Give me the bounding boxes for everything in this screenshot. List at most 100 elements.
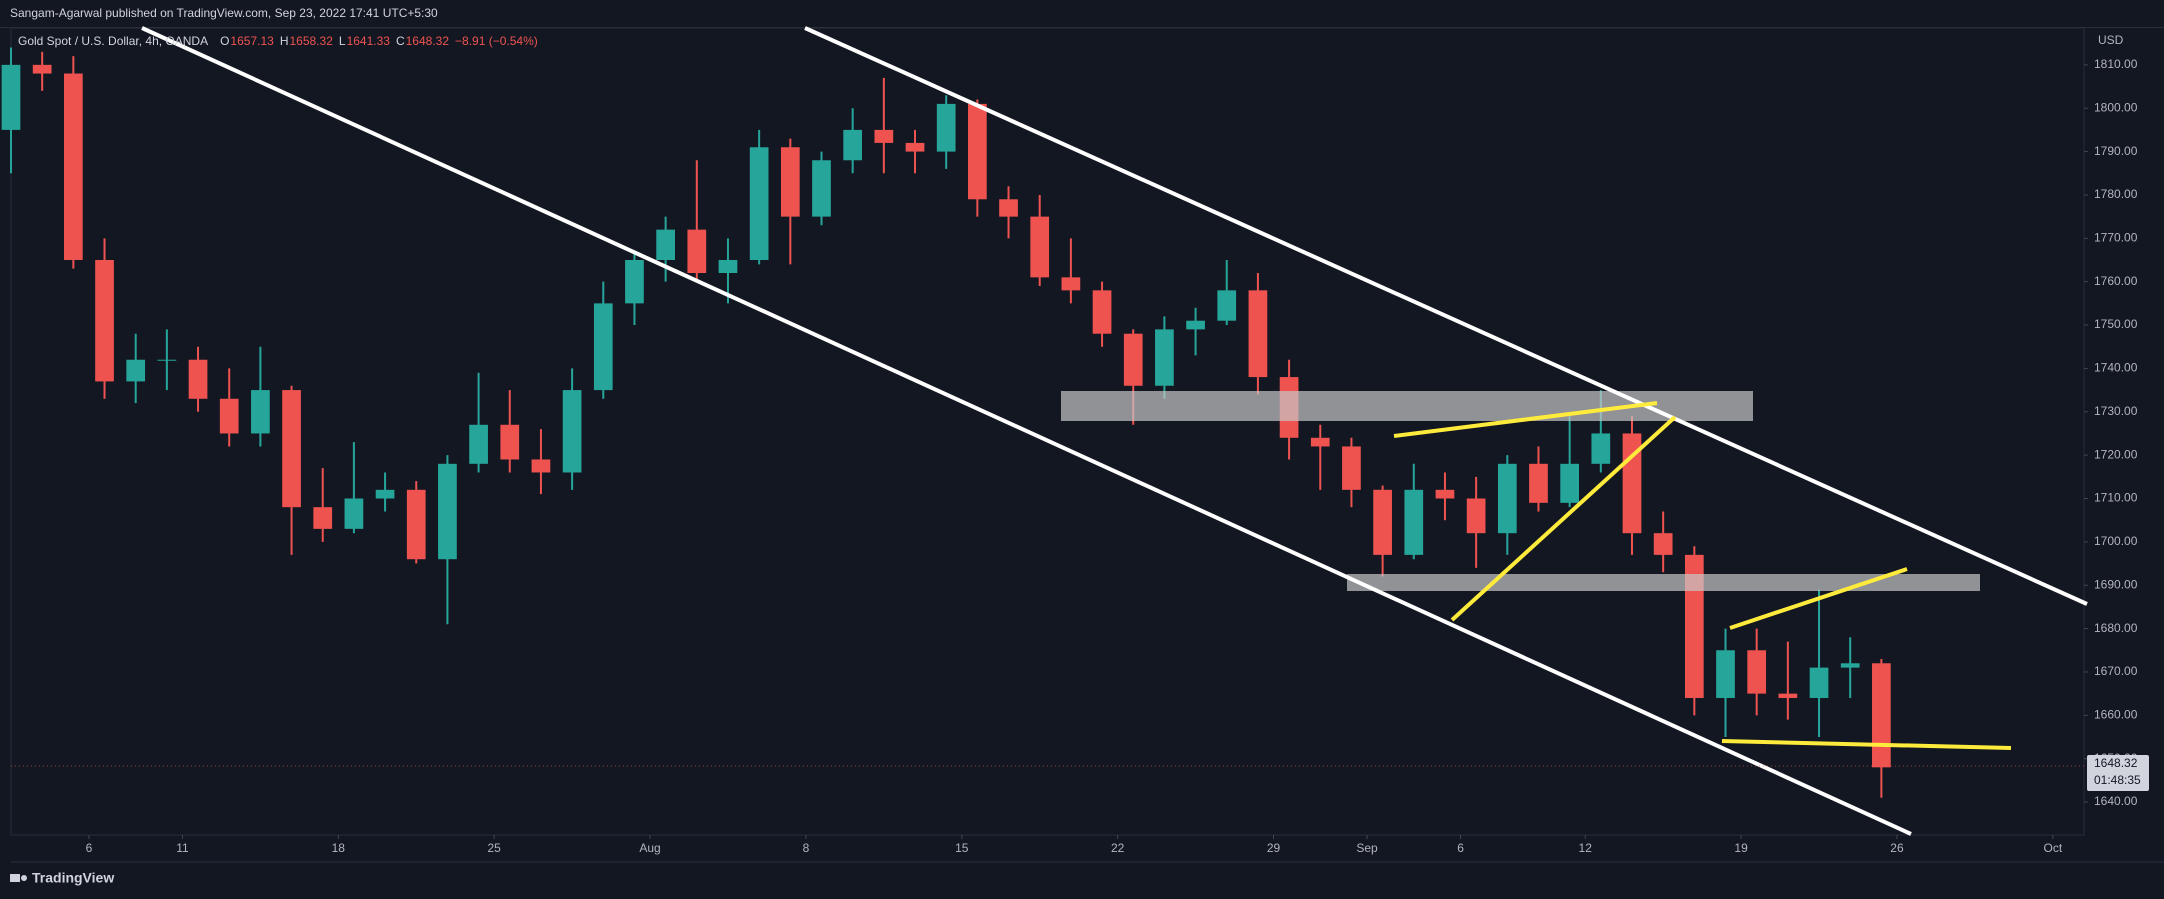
candle-body: [469, 424, 488, 464]
candle-body: [375, 489, 395, 499]
candle-body: [1497, 463, 1517, 534]
candle-body: [749, 147, 769, 260]
x-tick-label: 26: [1890, 841, 1904, 855]
candle-body: [1560, 463, 1579, 503]
candle-body: [1840, 663, 1860, 668]
legend-key: H: [280, 34, 289, 48]
candle-body: [1466, 498, 1486, 534]
y-tick-label: 1810.00: [2094, 57, 2138, 71]
price-tag-value: 1648.32: [2094, 756, 2138, 770]
x-tick-label: 15: [955, 841, 969, 855]
x-tick-label: Oct: [2043, 841, 2062, 855]
candle-body: [968, 103, 987, 200]
candle-body: [63, 73, 83, 260]
y-tick-label: 1750.00: [2094, 317, 2138, 331]
x-tick-label: 25: [488, 841, 502, 855]
legend-key: O: [220, 34, 229, 48]
candle-body: [344, 498, 364, 529]
candle-body: [1404, 489, 1424, 555]
legend-value: 1658.32: [289, 34, 333, 48]
y-tick-label: 1730.00: [2094, 404, 2138, 418]
candle-body: [1373, 489, 1392, 555]
candle-body: [219, 398, 239, 434]
candle-body: [812, 160, 831, 217]
candle-body: [500, 424, 520, 460]
candle-body: [625, 259, 644, 304]
candle-body: [1092, 290, 1112, 334]
legend-key: L: [339, 34, 346, 48]
channel-line: [804, 26, 2088, 606]
candle-body: [656, 229, 675, 260]
candle-body: [874, 129, 894, 143]
legend-title: Gold Spot / U.S. Dollar, 4h, OANDA: [18, 34, 208, 48]
plot-area: [10, 27, 2085, 836]
trend-line: [1729, 567, 1908, 630]
candle-body: [1061, 277, 1081, 291]
x-tick-label: 29: [1267, 841, 1281, 855]
y-tick-label: 1720.00: [2094, 447, 2138, 461]
candle-body: [593, 303, 613, 391]
x-tick-label: 12: [1579, 841, 1593, 855]
candle-body: [531, 459, 551, 473]
legend-value: 1641.33: [347, 34, 391, 48]
trend-line: [1393, 401, 1658, 438]
candle-body: [126, 359, 146, 382]
legend-change: −8.91 (−0.54%): [455, 34, 538, 48]
y-tick-label: 1660.00: [2094, 707, 2138, 721]
legend: Gold Spot / U.S. Dollar, 4h, OANDA O 1657.…: [18, 34, 538, 48]
candle-body: [1310, 437, 1330, 447]
y-tick-label: 1670.00: [2094, 664, 2138, 678]
candle-body: [905, 142, 925, 152]
candle-body: [157, 359, 177, 361]
candle-body: [313, 507, 333, 529]
y-tick-label: 1690.00: [2094, 577, 2138, 591]
y-tick-label: 1640.00: [2094, 794, 2138, 808]
candle-body: [1248, 290, 1268, 378]
candle-body: [406, 489, 426, 560]
channel-line: [141, 26, 1912, 836]
candle-body: [843, 129, 863, 161]
x-tick-label: 18: [332, 841, 346, 855]
candle-body: [1123, 333, 1143, 386]
candle-body: [188, 359, 208, 399]
candle-body: [687, 229, 707, 274]
y-tick-label: 1700.00: [2094, 534, 2138, 548]
marks: [1, 47, 1891, 798]
candle-body: [1778, 693, 1798, 698]
y-tick-label: 1770.00: [2094, 230, 2138, 244]
y-tick-label: 1740.00: [2094, 361, 2138, 375]
x-tick-label: 6: [1457, 841, 1464, 855]
x-tick-label: Sep: [1356, 841, 1378, 855]
currency: USD: [2098, 33, 2124, 47]
zone: [1347, 574, 1980, 591]
candle-body: [1809, 667, 1829, 698]
candle-body: [438, 463, 457, 560]
candle-body: [1, 64, 21, 130]
candle-body: [999, 199, 1018, 217]
publisher: Sangam-Agarwal published on TradingView.…: [10, 6, 438, 20]
candle-body: [1435, 489, 1455, 499]
brand: TradingView: [32, 870, 114, 886]
candle-body: [1591, 433, 1611, 464]
logo: [10, 874, 27, 882]
candle-body: [1030, 216, 1050, 278]
legend-key: C: [396, 34, 405, 48]
candle-body: [1747, 650, 1767, 694]
x-tick-label: 19: [1734, 841, 1748, 855]
x-tick-label: 11: [176, 841, 189, 855]
x-tick-label: 8: [803, 841, 810, 855]
price-tag-countdown: 01:48:35: [2094, 773, 2141, 787]
candle-body: [936, 103, 956, 152]
price-tag: [2087, 754, 2149, 791]
y-tick-label: 1790.00: [2094, 144, 2138, 158]
x-tick-label: 6: [86, 841, 93, 855]
candle-body: [1155, 329, 1174, 386]
candle-body: [562, 390, 582, 473]
candle-body: [1186, 320, 1205, 330]
candle-body: [780, 147, 800, 217]
y-tick-label: 1760.00: [2094, 274, 2138, 288]
legend-value: 1648.32: [406, 34, 450, 48]
legend-value: 1657.13: [230, 34, 274, 48]
